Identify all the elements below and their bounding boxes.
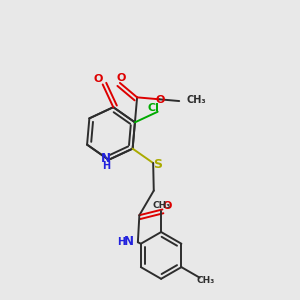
Text: O: O xyxy=(163,201,172,211)
Text: Cl: Cl xyxy=(148,103,159,113)
Text: O: O xyxy=(116,73,126,83)
Text: O: O xyxy=(156,95,165,105)
Text: N: N xyxy=(124,235,134,248)
Text: H: H xyxy=(102,161,110,171)
Text: CH₃: CH₃ xyxy=(196,276,214,285)
Text: N: N xyxy=(101,152,111,165)
Text: O: O xyxy=(94,74,103,84)
Text: H: H xyxy=(117,237,125,247)
Text: CH₃: CH₃ xyxy=(152,201,170,210)
Text: CH₃: CH₃ xyxy=(187,95,206,105)
Text: S: S xyxy=(153,158,162,171)
